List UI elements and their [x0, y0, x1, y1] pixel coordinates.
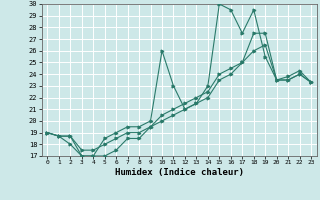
X-axis label: Humidex (Indice chaleur): Humidex (Indice chaleur) [115, 168, 244, 177]
